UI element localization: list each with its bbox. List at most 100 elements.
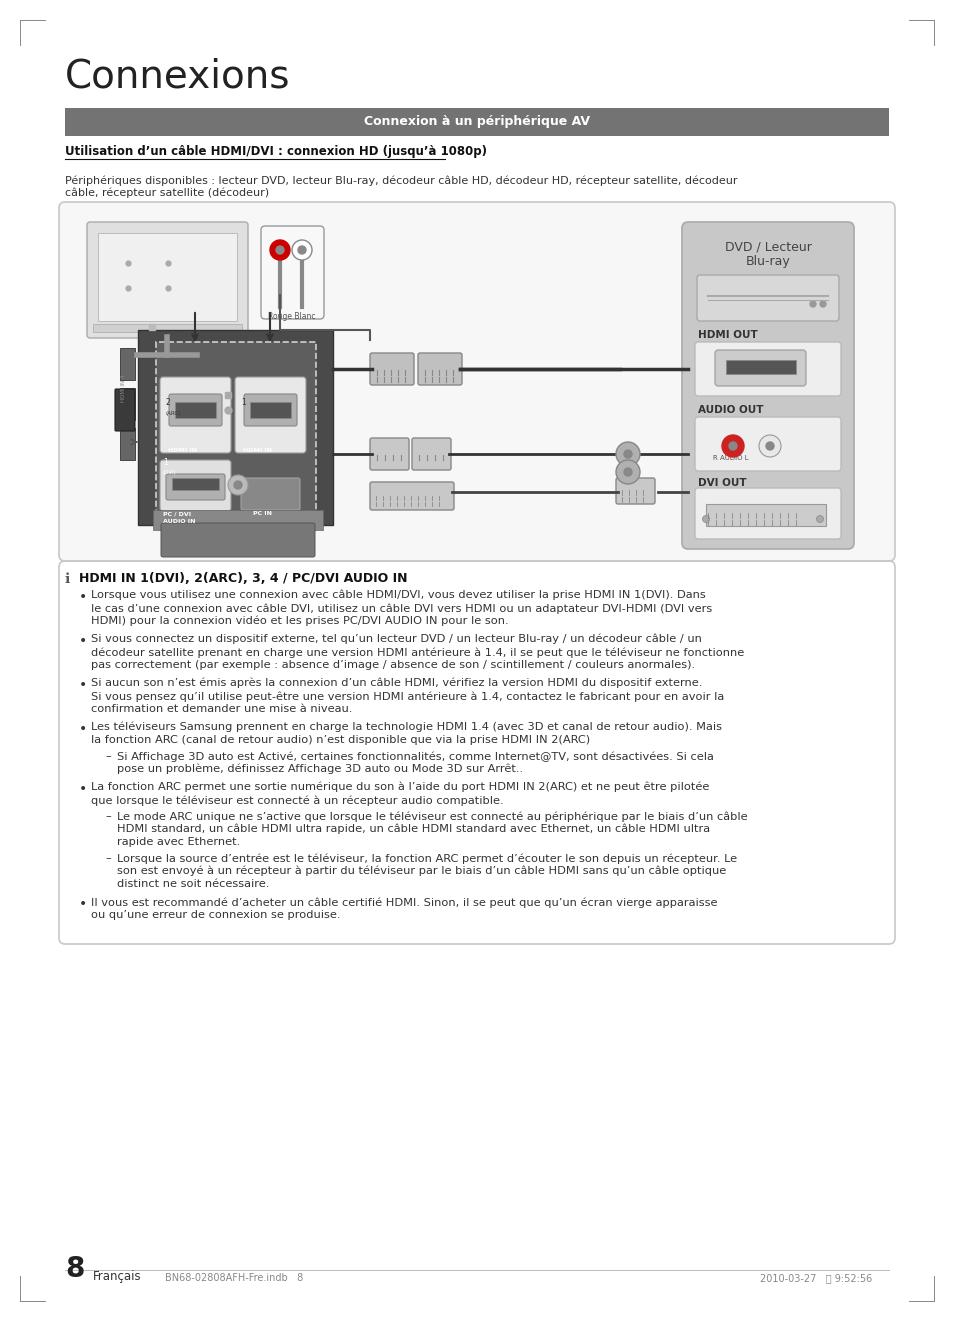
Bar [174, 402, 215, 417]
FancyBboxPatch shape [695, 487, 841, 539]
FancyBboxPatch shape [370, 439, 409, 470]
Text: câble, récepteur satellite (décodeur): câble, récepteur satellite (décodeur) [65, 188, 269, 198]
Text: 1: 1 [241, 398, 246, 407]
Text: HDMI OUT: HDMI OUT [698, 330, 757, 339]
Circle shape [275, 246, 284, 254]
FancyBboxPatch shape [241, 478, 299, 510]
Text: (DVI): (DVI) [163, 470, 176, 476]
Text: 8: 8 [65, 1255, 84, 1283]
Text: pas correctement (par exemple : absence d’image / absence de son / scintillement: pas correctement (par exemple : absence … [91, 660, 695, 670]
FancyBboxPatch shape [160, 376, 231, 453]
Text: •: • [79, 590, 87, 604]
Text: DVD / Lecteur: DVD / Lecteur [723, 240, 811, 254]
Text: décodeur satellite prenant en charge une version HDMI antérieure à 1.4, il se pe: décodeur satellite prenant en charge une… [91, 647, 743, 658]
Text: Si Affichage 3D auto est Activé, certaines fonctionnalités, comme Internet@TV, s: Si Affichage 3D auto est Activé, certain… [117, 752, 713, 761]
Circle shape [616, 443, 639, 466]
Bar [138, 330, 333, 524]
Circle shape [292, 240, 312, 260]
Text: –: – [105, 853, 111, 863]
Text: HDMI IN: HDMI IN [243, 448, 272, 453]
Bar [156, 342, 315, 517]
Text: ou qu’une erreur de connexion se produise.: ou qu’une erreur de connexion se produis… [91, 910, 340, 919]
Text: ℹ: ℹ [65, 572, 71, 587]
Text: •: • [79, 723, 87, 736]
Text: AUDIO IN: AUDIO IN [163, 519, 195, 524]
FancyBboxPatch shape [261, 226, 324, 318]
Circle shape [759, 435, 781, 457]
Circle shape [765, 443, 773, 450]
FancyBboxPatch shape [697, 275, 838, 321]
Text: son est envoyé à un récepteur à partir du téléviseur par le biais d’un câble HDM: son est envoyé à un récepteur à partir d… [117, 867, 725, 877]
Text: PC / DVI: PC / DVI [163, 511, 191, 517]
FancyBboxPatch shape [115, 388, 135, 431]
Text: AUDIO OUT: AUDIO OUT [698, 406, 762, 415]
Text: que lorsque le téléviseur est connecté à un récepteur audio compatible.: que lorsque le téléviseur est connecté à… [91, 795, 503, 806]
FancyBboxPatch shape [161, 523, 314, 557]
Text: Lorsque la source d’entrée est le téléviseur, la fonction ARC permet d’écouter l: Lorsque la source d’entrée est le télévi… [117, 853, 737, 864]
Text: •: • [79, 634, 87, 649]
Circle shape [721, 435, 743, 457]
Circle shape [623, 450, 631, 458]
FancyBboxPatch shape [160, 460, 231, 511]
Bar [120, 388, 135, 420]
Text: (ARC): (ARC) [166, 411, 181, 416]
FancyBboxPatch shape [370, 353, 414, 384]
Circle shape [820, 301, 825, 306]
Text: HDMI IN: HDMI IN [168, 448, 197, 453]
FancyBboxPatch shape [417, 353, 461, 384]
FancyBboxPatch shape [695, 417, 841, 472]
Bar [120, 428, 135, 460]
FancyBboxPatch shape [169, 394, 222, 425]
Text: 2010-03-27   오 9:52:56: 2010-03-27 오 9:52:56 [760, 1273, 871, 1283]
Text: Blu-ray: Blu-ray [745, 255, 789, 268]
Text: HDMI IN 4: HDMI IN 4 [121, 375, 126, 402]
Circle shape [616, 460, 639, 483]
Text: Lorsque vous utilisez une connexion avec câble HDMI/DVI, vous devez utiliser la : Lorsque vous utilisez une connexion avec… [91, 590, 705, 601]
Text: Le mode ARC unique ne s’active que lorsque le téléviseur est connecté au périphé: Le mode ARC unique ne s’active que lorsq… [117, 811, 747, 822]
Text: la fonction ARC (canal de retour audio) n’est disponible que via la prise HDMI I: la fonction ARC (canal de retour audio) … [91, 734, 590, 745]
Circle shape [270, 240, 290, 260]
Bar [705, 505, 825, 526]
Text: La fonction ARC permet une sortie numérique du son à l’aide du port HDMI IN 2(AR: La fonction ARC permet une sortie numéri… [91, 782, 709, 793]
Text: HDMI) pour la connexion vidéo et les prises PC/DVI AUDIO IN pour le son.: HDMI) pour la connexion vidéo et les pri… [91, 616, 508, 626]
Text: distinct ne soit nécessaire.: distinct ne soit nécessaire. [117, 878, 269, 889]
Bar [250, 402, 291, 417]
Text: Français: Français [92, 1269, 141, 1283]
Bar [725, 361, 795, 374]
FancyBboxPatch shape [412, 439, 451, 470]
Text: rapide avec Ethernet.: rapide avec Ethernet. [117, 838, 240, 847]
FancyBboxPatch shape [244, 394, 296, 425]
Circle shape [623, 468, 631, 476]
FancyBboxPatch shape [681, 222, 853, 550]
FancyBboxPatch shape [166, 474, 225, 501]
Text: HDMI standard, un câble HDMI ultra rapide, un câble HDMI standard avec Ethernet,: HDMI standard, un câble HDMI ultra rapid… [117, 824, 709, 835]
Text: –: – [105, 811, 111, 820]
Bar [120, 347, 135, 380]
Text: Il vous est recommandé d’acheter un câble certifié HDMI. Sinon, il se peut que q: Il vous est recommandé d’acheter un câbl… [91, 897, 717, 908]
Text: •: • [79, 897, 87, 911]
Text: PC IN: PC IN [253, 511, 272, 517]
Text: BN68-02808AFH-Fre.indb   8: BN68-02808AFH-Fre.indb 8 [165, 1273, 303, 1283]
Text: •: • [79, 782, 87, 797]
Text: Si aucun son n’est émis après la connexion d’un câble HDMI, vérifiez la version : Si aucun son n’est émis après la connexi… [91, 678, 701, 688]
FancyBboxPatch shape [695, 342, 841, 396]
Text: Connexions: Connexions [65, 57, 291, 95]
Text: R AUDIO L: R AUDIO L [712, 454, 748, 461]
FancyBboxPatch shape [234, 376, 306, 453]
Bar [152, 510, 323, 530]
Text: Utilisation d’un câble HDMI/DVI : connexion HD (jusqu’à 1080p): Utilisation d’un câble HDMI/DVI : connex… [65, 145, 486, 159]
Text: Si vous connectez un dispositif externe, tel qu’un lecteur DVD / un lecteur Blu-: Si vous connectez un dispositif externe,… [91, 634, 701, 645]
FancyBboxPatch shape [714, 350, 805, 386]
Text: DVI OUT: DVI OUT [698, 478, 746, 487]
Bar [92, 324, 242, 332]
FancyBboxPatch shape [59, 202, 894, 561]
FancyBboxPatch shape [87, 222, 248, 338]
Text: –: – [105, 752, 111, 761]
Text: pose un problème, définissez Affichage 3D auto ou Mode 3D sur Arrêt..: pose un problème, définissez Affichage 3… [117, 764, 522, 774]
Text: le cas d’une connexion avec câble DVI, utilisez un câble DVI vers HDMI ou un ada: le cas d’une connexion avec câble DVI, u… [91, 602, 712, 613]
Text: 2: 2 [166, 398, 171, 407]
Circle shape [728, 443, 737, 450]
Circle shape [233, 481, 242, 489]
FancyBboxPatch shape [370, 482, 454, 510]
Text: HDMI IN 1(DVI), 2(ARC), 3, 4 / PC/DVI AUDIO IN: HDMI IN 1(DVI), 2(ARC), 3, 4 / PC/DVI AU… [79, 572, 407, 585]
